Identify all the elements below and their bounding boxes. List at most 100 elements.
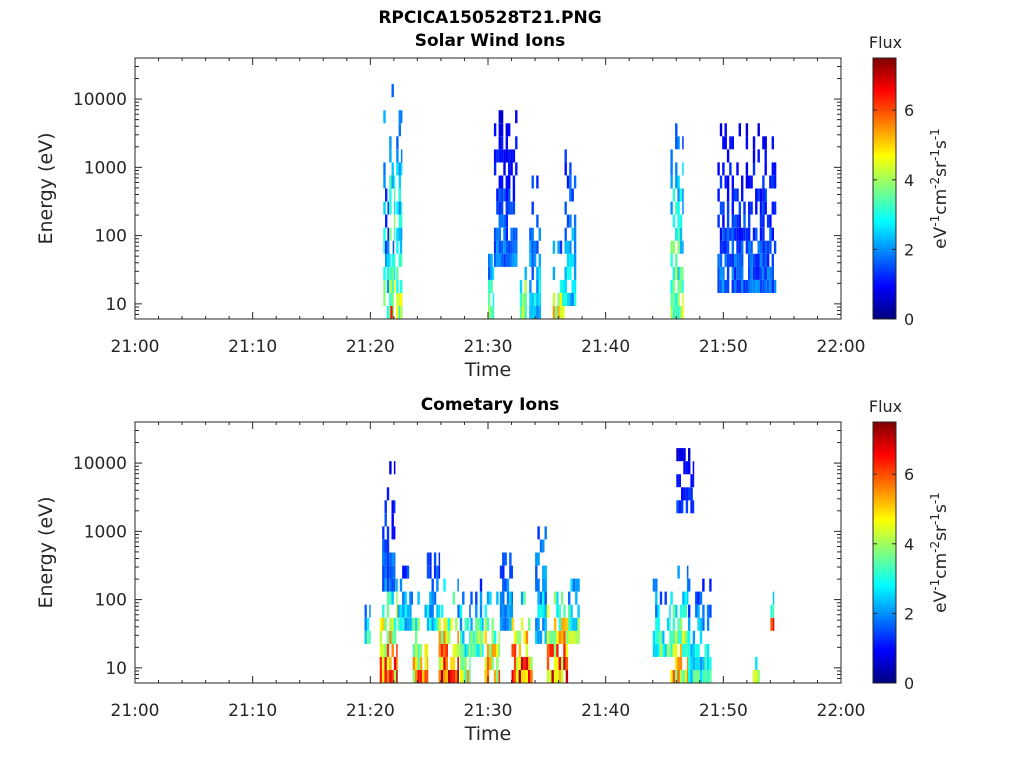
flux-bin (479, 578, 483, 592)
flux-bin (391, 292, 394, 306)
flux-bin (557, 305, 560, 319)
flux-bin (406, 604, 410, 618)
flux-bin (539, 604, 543, 618)
flux-bin (702, 578, 705, 592)
flux-bin (769, 279, 772, 293)
flux-bin (504, 552, 507, 566)
flux-bin (571, 292, 574, 306)
flux-bin (677, 175, 680, 189)
flux-bin (384, 539, 387, 553)
flux-bin (496, 591, 499, 605)
flux-bin (564, 292, 567, 306)
flux-bin (472, 643, 476, 657)
flux-bin (382, 578, 385, 592)
flux-bin (383, 279, 386, 293)
flux-bin (672, 604, 676, 618)
flux-bin (679, 630, 683, 644)
flux-bin (496, 201, 499, 215)
flux-bin (390, 292, 393, 306)
flux-bin (457, 630, 459, 644)
flux-bin (515, 253, 518, 267)
flux-bin (771, 136, 774, 150)
y-tick-label: 1000 (84, 522, 127, 542)
flux-bin (762, 240, 765, 254)
flux-bin (670, 305, 673, 319)
flux-bin (491, 630, 494, 644)
flux-bin (523, 591, 526, 605)
flux-bin (531, 175, 534, 189)
flux-bin (750, 266, 753, 280)
flux-bin (759, 279, 763, 293)
flux-bin (464, 617, 467, 631)
flux-bin (492, 305, 495, 319)
flux-bin (445, 630, 448, 644)
flux-bin (511, 565, 513, 579)
flux-bin (672, 670, 676, 683)
flux-bin (549, 643, 552, 657)
flux-bin (436, 578, 439, 592)
flux-bin (385, 188, 388, 202)
flux-bin (406, 565, 410, 579)
flux-bin (544, 630, 547, 644)
flux-bin (572, 617, 576, 631)
flux-bin (399, 279, 403, 293)
flux-bin (670, 253, 673, 267)
flux-bin (393, 461, 396, 475)
flux-bin (500, 240, 504, 254)
flux-bin (542, 591, 545, 605)
flux-bin (569, 214, 572, 228)
flux-bin (748, 240, 751, 254)
flux-bin (695, 604, 698, 618)
flux-bin (677, 201, 680, 215)
flux-bin (531, 240, 534, 254)
y-tick-label: 10000 (73, 90, 127, 110)
flux-bin (433, 565, 437, 579)
flux-bin (692, 643, 696, 657)
flux-bin (726, 188, 730, 202)
flux-bin (564, 227, 567, 241)
flux-bin (544, 565, 547, 579)
flux-bin (398, 175, 401, 189)
flux-bin (383, 110, 386, 124)
flux-bin (525, 670, 529, 683)
flux-bin (682, 136, 684, 150)
flux-bin (396, 604, 398, 618)
flux-bin (755, 227, 758, 241)
flux-bin (488, 305, 491, 319)
flux-bin (568, 630, 571, 644)
flux-bin (515, 162, 518, 176)
flux-bin (681, 448, 684, 462)
flux-bin (566, 266, 570, 280)
flux-bin (553, 617, 557, 631)
flux-bin (564, 266, 567, 280)
flux-bin (384, 656, 387, 670)
flux-bin (529, 227, 532, 241)
flux-bin (766, 279, 770, 293)
flux-bin (438, 643, 441, 657)
flux-bin (389, 617, 392, 631)
flux-bin (762, 253, 765, 267)
flux-bin (440, 630, 444, 644)
flux-bin (688, 448, 691, 462)
flux-bin (733, 227, 737, 241)
flux-bin (488, 292, 491, 306)
flux-bin (677, 565, 680, 579)
flux-bin (396, 227, 399, 241)
flux-bin (766, 240, 770, 254)
flux-bin (389, 591, 392, 605)
flux-bin (764, 266, 767, 280)
flux-bin (529, 240, 532, 254)
flux-bin (464, 643, 467, 657)
flux-bin (391, 526, 394, 540)
flux-bin (509, 604, 512, 618)
flux-bin (772, 604, 775, 618)
flux-bin (386, 591, 390, 605)
flux-bin (402, 617, 405, 631)
flux-bin (384, 670, 387, 683)
flux-bin (506, 617, 510, 631)
flux-bin (675, 643, 678, 657)
flux-bin (391, 513, 394, 527)
flux-bin (546, 643, 550, 657)
flux-bin (498, 201, 501, 215)
